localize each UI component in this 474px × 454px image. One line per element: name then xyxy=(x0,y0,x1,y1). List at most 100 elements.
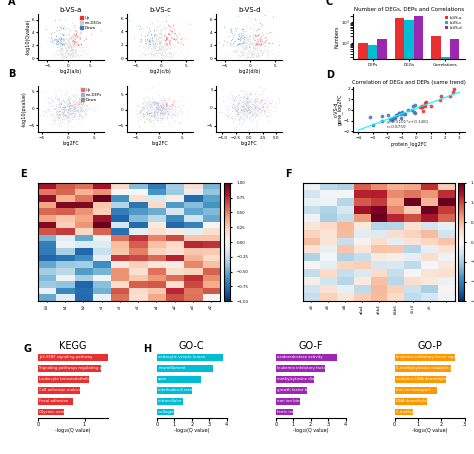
Point xyxy=(244,105,252,113)
Point xyxy=(228,100,236,107)
Point xyxy=(85,105,93,113)
Point xyxy=(78,108,86,115)
Point xyxy=(249,49,257,57)
Point xyxy=(48,99,56,107)
Text: H: H xyxy=(143,344,151,354)
Point xyxy=(78,113,85,120)
Point xyxy=(156,39,164,46)
Point xyxy=(140,113,148,120)
Point xyxy=(155,103,163,110)
Point xyxy=(156,45,164,52)
Point xyxy=(72,103,79,110)
Point xyxy=(411,110,419,117)
Point xyxy=(84,102,91,109)
Point xyxy=(257,109,265,117)
Point xyxy=(240,107,248,114)
Point xyxy=(237,94,245,101)
Point xyxy=(60,118,67,125)
Point xyxy=(163,102,171,109)
Point xyxy=(70,107,78,114)
Point xyxy=(67,35,74,42)
Point xyxy=(264,104,271,111)
Point xyxy=(244,45,251,53)
Point xyxy=(250,98,258,105)
Point xyxy=(274,48,282,55)
Point xyxy=(164,102,172,109)
Point xyxy=(241,89,249,96)
Point xyxy=(247,90,255,98)
Point xyxy=(239,111,247,118)
Point xyxy=(174,39,182,46)
Point xyxy=(65,97,73,104)
Point xyxy=(239,52,246,59)
Title: GO-P: GO-P xyxy=(417,341,442,351)
Point xyxy=(59,113,67,120)
Point xyxy=(154,102,162,109)
Point xyxy=(151,54,159,62)
Point xyxy=(55,114,62,121)
Point xyxy=(241,94,248,101)
Point xyxy=(144,104,151,112)
Point xyxy=(67,44,74,51)
Point xyxy=(156,31,164,38)
Point xyxy=(78,45,85,52)
Point xyxy=(229,118,237,126)
Point xyxy=(238,122,246,129)
Point xyxy=(266,118,274,126)
Point xyxy=(172,43,180,50)
Point xyxy=(246,43,254,50)
Point xyxy=(245,99,253,107)
Point xyxy=(153,104,161,111)
Bar xyxy=(394,365,450,371)
Point xyxy=(244,35,252,43)
Point xyxy=(260,106,268,114)
Point xyxy=(247,15,255,23)
Bar xyxy=(38,409,64,415)
Point xyxy=(159,109,167,117)
Point xyxy=(258,41,265,49)
Point xyxy=(68,45,76,53)
Point xyxy=(154,42,162,49)
Point xyxy=(154,48,161,55)
Point xyxy=(78,40,85,48)
Point xyxy=(264,104,271,111)
Point xyxy=(246,50,254,58)
Point xyxy=(229,94,237,101)
Point xyxy=(73,32,81,39)
Point xyxy=(62,53,70,60)
Point xyxy=(238,116,246,123)
Point xyxy=(64,25,72,32)
Point xyxy=(55,95,63,103)
Point xyxy=(162,39,169,47)
Point xyxy=(147,99,155,107)
Point xyxy=(165,31,173,39)
Point xyxy=(65,35,73,42)
Point xyxy=(242,41,250,49)
Point xyxy=(165,110,173,118)
Point xyxy=(261,104,268,111)
Point xyxy=(248,40,255,47)
Point xyxy=(163,45,170,53)
Point xyxy=(237,53,244,60)
Point xyxy=(239,115,247,123)
Point xyxy=(61,42,68,49)
Point xyxy=(73,30,80,37)
Point xyxy=(150,42,158,49)
Text: ferric iron binding: ferric iron binding xyxy=(277,410,312,414)
Point xyxy=(79,99,87,107)
Point xyxy=(143,40,150,48)
Point xyxy=(150,113,158,120)
Point xyxy=(157,24,165,31)
Point xyxy=(251,91,259,98)
Point xyxy=(159,112,166,119)
Point xyxy=(228,42,236,49)
Point xyxy=(71,105,79,113)
Point xyxy=(58,123,65,130)
Point xyxy=(252,104,259,111)
Point xyxy=(246,32,254,39)
Point xyxy=(269,46,277,54)
Point xyxy=(161,99,169,106)
Point xyxy=(71,49,79,56)
Point xyxy=(164,108,171,115)
Point xyxy=(67,41,74,49)
